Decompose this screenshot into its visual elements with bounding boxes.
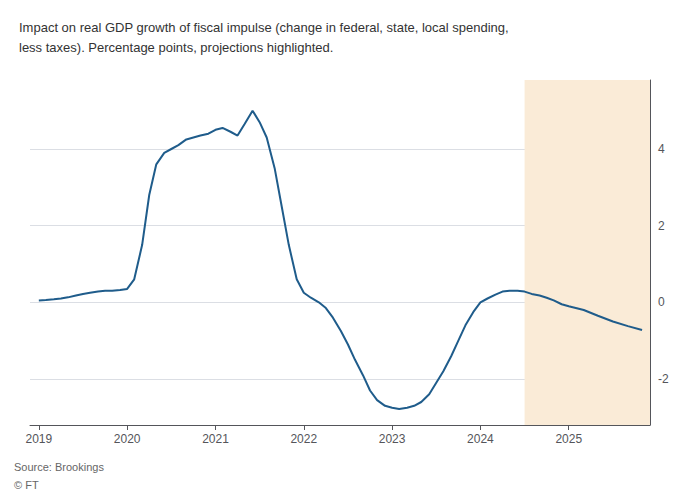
svg-text:less taxes). Percentage points: less taxes). Percentage points, projecti…: [19, 40, 333, 55]
svg-text:2: 2: [658, 219, 665, 233]
svg-text:2020: 2020: [114, 432, 141, 446]
svg-text:-2: -2: [658, 372, 669, 386]
svg-text:2021: 2021: [202, 432, 229, 446]
svg-text:2024: 2024: [467, 432, 494, 446]
svg-text:2025: 2025: [555, 432, 582, 446]
svg-text:2022: 2022: [290, 432, 317, 446]
svg-text:2019: 2019: [25, 432, 52, 446]
svg-text:© FT: © FT: [14, 479, 39, 491]
svg-text:Source: Brookings: Source: Brookings: [14, 461, 104, 473]
svg-text:Impact on real GDP growth of f: Impact on real GDP growth of fiscal impu…: [19, 20, 509, 35]
svg-text:2023: 2023: [379, 432, 406, 446]
svg-text:4: 4: [658, 142, 665, 156]
svg-text:0: 0: [658, 295, 665, 309]
